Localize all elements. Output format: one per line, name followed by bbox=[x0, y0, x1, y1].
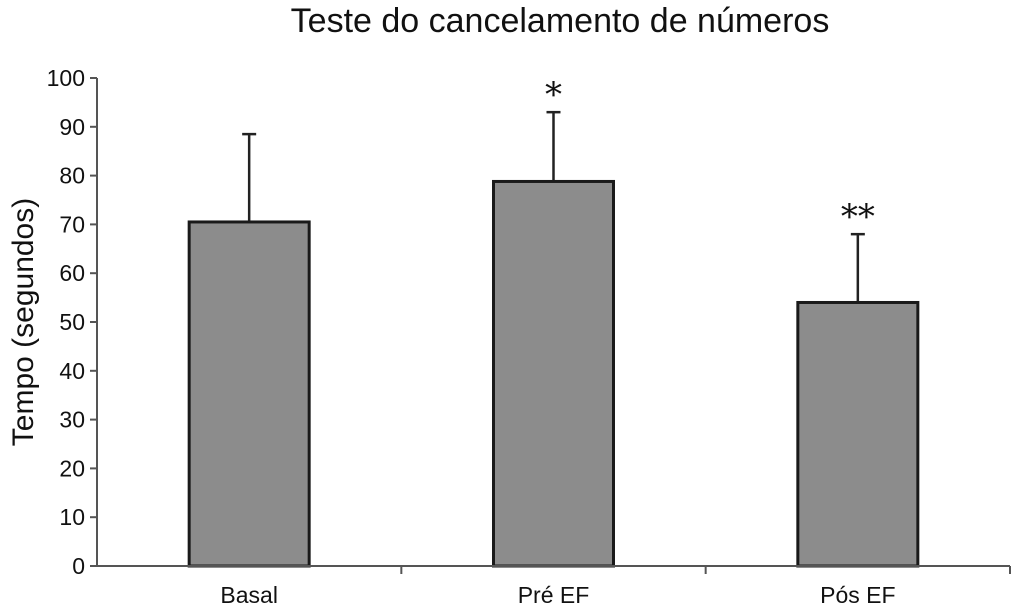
x-category-label: Pós EF bbox=[820, 582, 895, 608]
y-tick-label: 60 bbox=[59, 260, 85, 286]
bars: *** bbox=[187, 75, 920, 568]
chart-title: Teste do cancelamento de números bbox=[291, 2, 830, 40]
y-tick-label: 50 bbox=[59, 309, 85, 335]
y-tick-label: 20 bbox=[59, 455, 85, 481]
significance-marker: ** bbox=[841, 197, 875, 237]
y-tick-label: 0 bbox=[72, 553, 85, 579]
y-tick-label: 30 bbox=[59, 407, 85, 433]
x-category-label: Basal bbox=[220, 582, 278, 608]
y-axis-ticks: 0 10 20 30 40 50 60 70 80 90 100 bbox=[47, 65, 97, 579]
y-tick-label: 10 bbox=[59, 504, 85, 530]
bar-basal bbox=[187, 220, 311, 568]
y-tick-label: 90 bbox=[59, 114, 85, 140]
y-tick-label: 100 bbox=[47, 65, 85, 91]
y-tick-label: 40 bbox=[59, 358, 85, 384]
y-tick-label: 70 bbox=[59, 211, 85, 237]
y-tick-label: 80 bbox=[59, 163, 85, 189]
x-category-label: Pré EF bbox=[518, 582, 590, 608]
x-axis-categories: Basal Pré EF Pós EF bbox=[220, 566, 1011, 608]
significance-marker: * bbox=[545, 75, 562, 115]
y-axis-label: Tempo (segundos) bbox=[7, 198, 40, 446]
bar-pr-ef bbox=[492, 179, 615, 568]
bar-p-s-ef bbox=[796, 300, 920, 568]
